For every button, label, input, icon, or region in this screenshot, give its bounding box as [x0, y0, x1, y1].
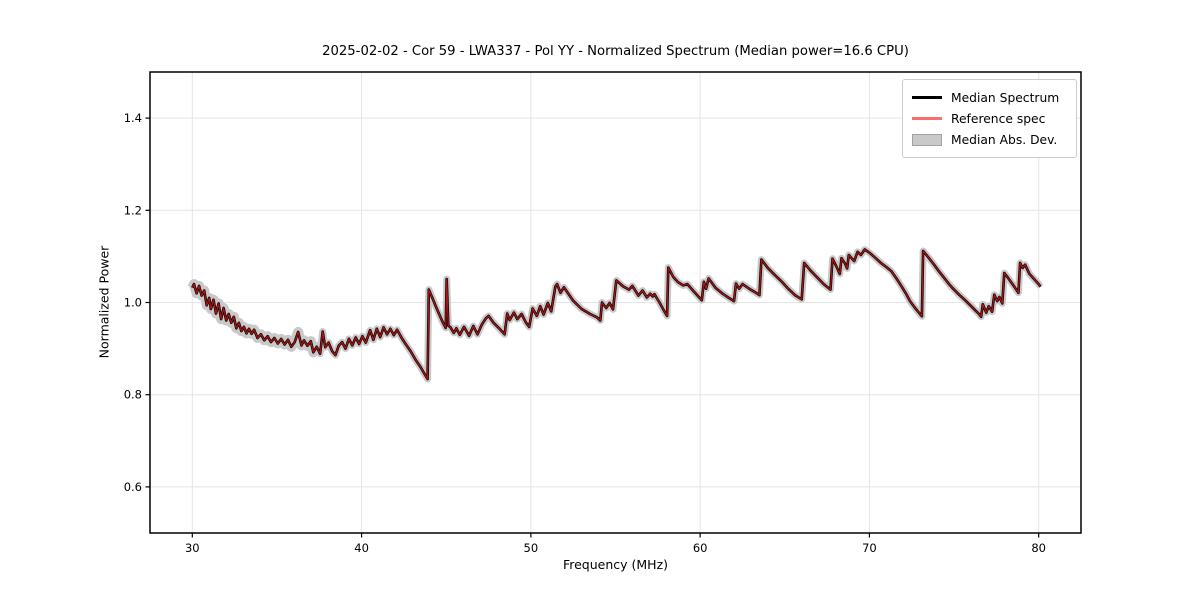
- chart-title: 2025-02-02 - Cor 59 - LWA337 - Pol YY - …: [322, 44, 909, 59]
- x-tick-label-80: 80: [1031, 541, 1046, 555]
- x-tick-label-30: 30: [185, 541, 200, 555]
- y-tick-label-1.2: 1.2: [124, 203, 142, 217]
- y-tick-label-0.8: 0.8: [124, 388, 142, 402]
- x-axis-label: Frequency (MHz): [562, 557, 669, 572]
- legend-box: Median Spectrum Reference spec Median Ab…: [902, 79, 1077, 158]
- legend-row-mad: Median Abs. Dev.: [912, 129, 1067, 150]
- x-tick-label-50: 50: [524, 541, 539, 555]
- y-tick-label-1: 1.0: [124, 296, 142, 310]
- y-axis-label: Normalized Power: [96, 245, 112, 359]
- x-tick-label-60: 60: [693, 541, 708, 555]
- legend-label-median-spectrum: Median Spectrum: [951, 90, 1060, 105]
- legend-label-mad: Median Abs. Dev.: [951, 132, 1058, 147]
- legend-label-reference-spec: Reference spec: [951, 111, 1046, 126]
- legend-sample-median-line: [912, 96, 942, 99]
- legend-row-reference-spec: Reference spec: [912, 108, 1067, 129]
- legend-sample-mad-patch: [912, 133, 942, 146]
- y-tick-label-1.4: 1.4: [124, 111, 142, 125]
- y-tick-label-0.6: 0.6: [124, 480, 142, 494]
- x-tick-label-40: 40: [354, 541, 369, 555]
- legend-sample-reference-line: [912, 117, 942, 120]
- legend-row-median-spectrum: Median Spectrum: [912, 87, 1067, 108]
- x-tick-label-70: 70: [862, 541, 877, 555]
- reference-spec-line: [191, 248, 1041, 380]
